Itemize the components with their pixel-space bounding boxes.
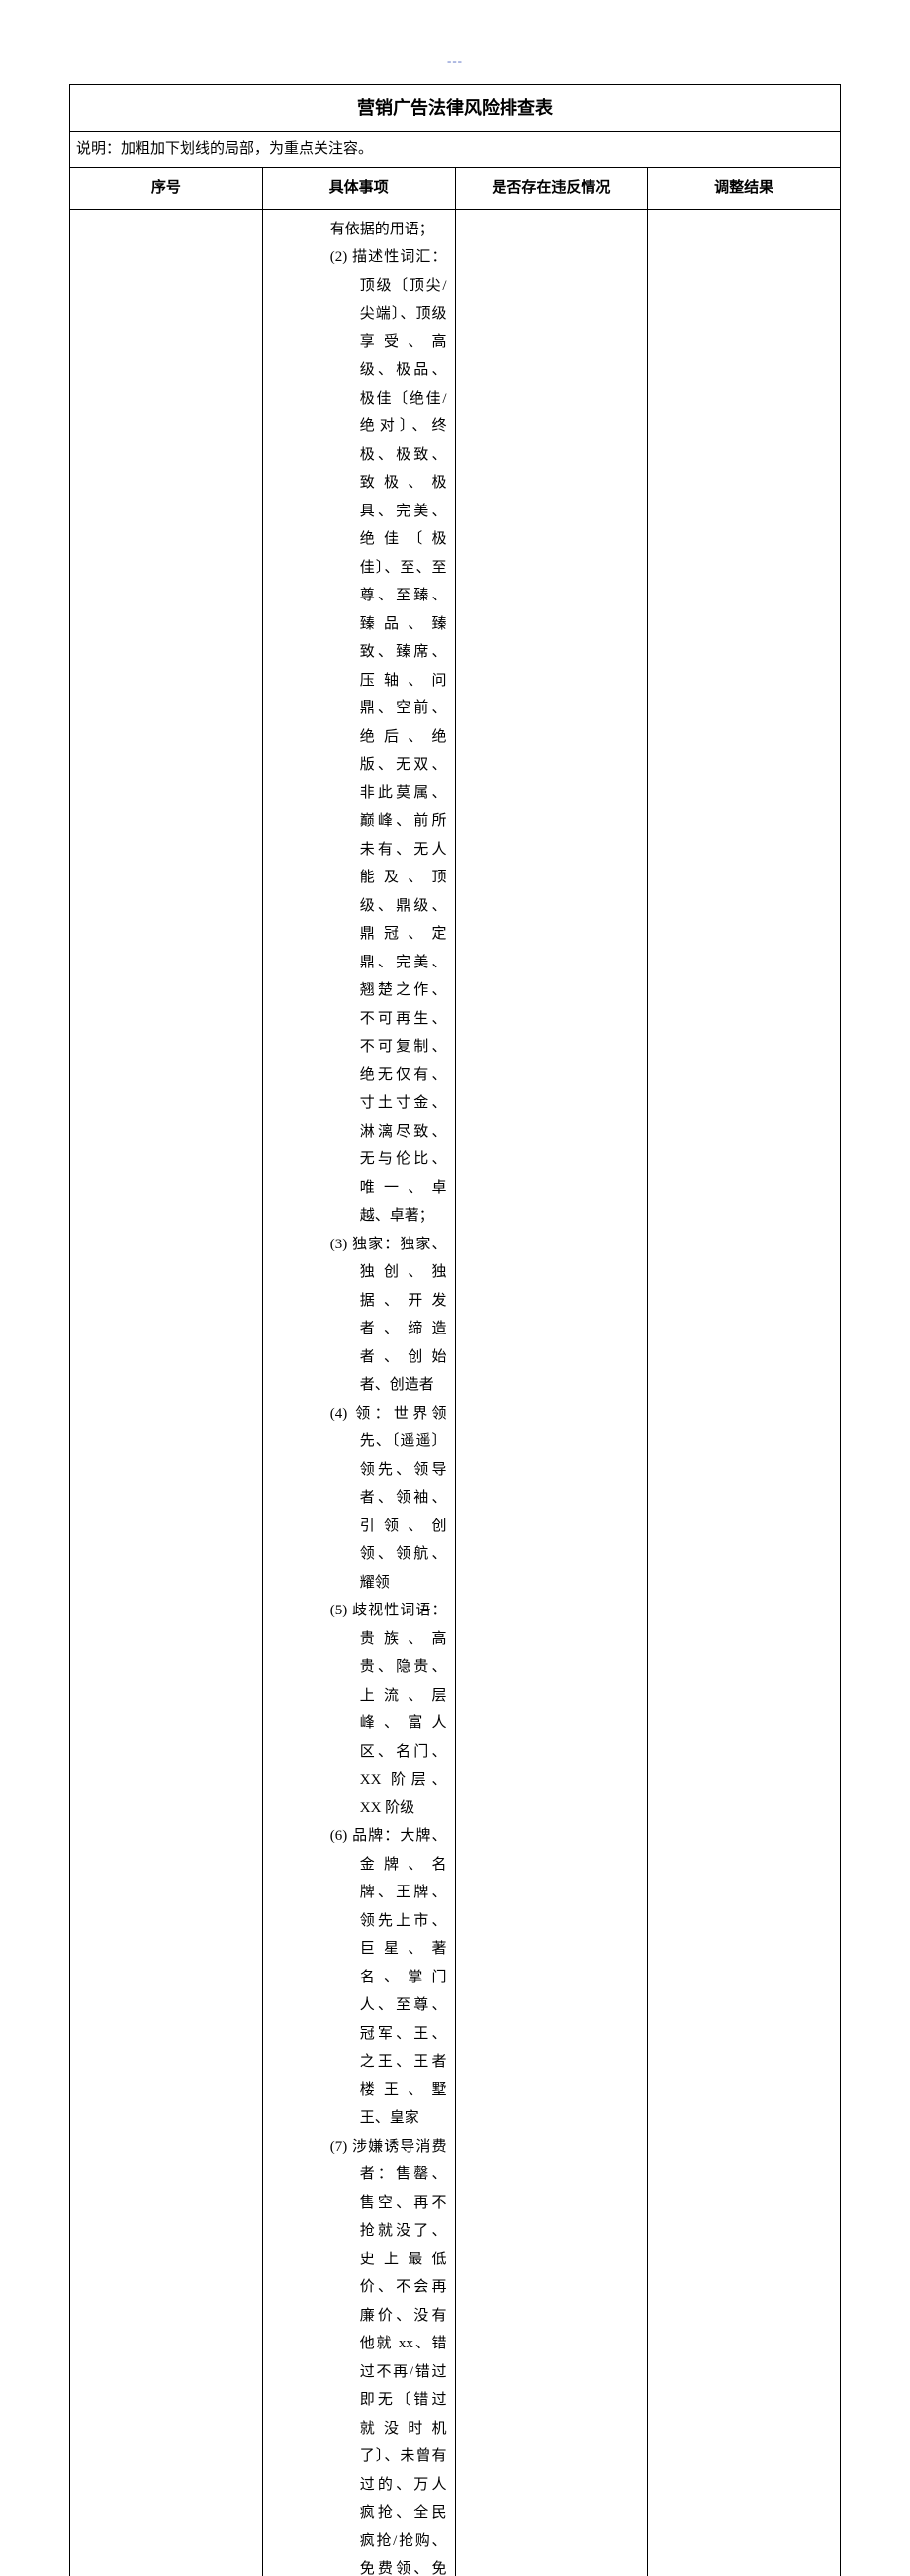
content-item-2: (2) 描述性词汇：顶级〔顶尖/尖端〕、顶级享受、高级、极品、极佳〔绝佳/绝对〕… <box>273 243 447 1231</box>
col-header-item: 具体事项 <box>262 168 455 210</box>
content-intro: 有依据的用语； <box>273 216 447 244</box>
violation-cell-main <box>455 209 648 2576</box>
header-row: 序号 具体事项 是否存在违反情况 调整结果 <box>70 168 841 210</box>
risk-table: 营销广告法律风险排查表 说明：加粗加下划线的局部，为重点关注容。 序号 具体事项… <box>69 84 841 2576</box>
col-header-violation: 是否存在违反情况 <box>455 168 648 210</box>
content-item-3: (3) 独家：独家、独创、独据、开发者、缔造者、创始者、创造者 <box>273 1231 447 1400</box>
seq-cell-main <box>70 209 263 2576</box>
header-marker: --- <box>69 49 841 74</box>
content-item-6: (6) 品牌：大牌、金牌、名牌、王牌、领先上市、巨星、著名、掌门人、至尊、冠军、… <box>273 1822 447 2133</box>
content-item-5: (5) 歧视性词语：贵族、高贵、隐贵、上流、层峰、富人区、名门、XX 阶层、XX… <box>273 1597 447 1822</box>
col-header-result: 调整结果 <box>648 168 841 210</box>
col-header-seq: 序号 <box>70 168 263 210</box>
table-row-main: 有依据的用语； (2) 描述性词汇：顶级〔顶尖/尖端〕、顶级享受、高级、极品、极… <box>70 209 841 2576</box>
content-item-7: (7) 涉嫌诱导消费者：售罄、售空、再不抢就没了、史上最低价、不会再廉价、没有他… <box>273 2133 447 2576</box>
content-item-4: (4) 领：世界领先、〔遥遥〕领先、领导者、领袖、引领、创领、领航、耀领 <box>273 1400 447 1598</box>
instruction-text: 说明：加粗加下划线的局部，为重点关注容。 <box>70 131 841 168</box>
table-title: 营销广告法律风险排查表 <box>70 84 841 131</box>
result-cell-main <box>648 209 841 2576</box>
instruction-row: 说明：加粗加下划线的局部，为重点关注容。 <box>70 131 841 168</box>
content-cell-main: 有依据的用语； (2) 描述性词汇：顶级〔顶尖/尖端〕、顶级享受、高级、极品、极… <box>262 209 455 2576</box>
title-row: 营销广告法律风险排查表 <box>70 84 841 131</box>
